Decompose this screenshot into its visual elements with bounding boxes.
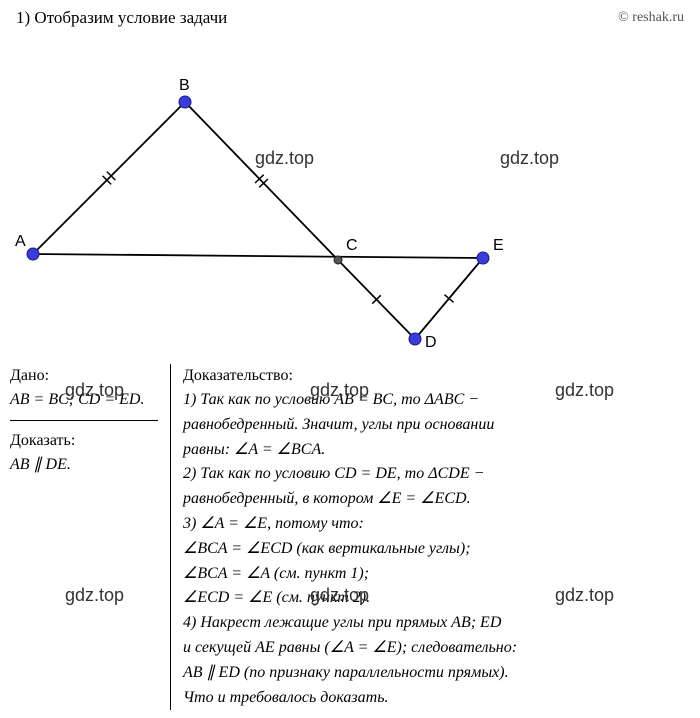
proof-line: ∠BCA = ∠ECD (как вертикальные углы); bbox=[183, 537, 690, 562]
given-content: AB = BC; CD = ED. bbox=[10, 388, 158, 412]
page-title: 1) Отобразим условие задачи bbox=[16, 8, 227, 28]
svg-text:B: B bbox=[179, 77, 190, 94]
proof-line: AB ∥ ED (по признаку параллельности прям… bbox=[183, 661, 690, 686]
prove-block: Доказать: AB ∥ DE. bbox=[10, 420, 158, 477]
left-column: Дано: AB = BC; CD = ED. Доказать: AB ∥ D… bbox=[10, 364, 170, 710]
prove-content: AB ∥ DE. bbox=[10, 453, 158, 477]
svg-text:D: D bbox=[425, 334, 437, 351]
prove-label: Доказать: bbox=[10, 429, 158, 453]
proof-line: ∠BCA = ∠A (см. пункт 1); bbox=[183, 562, 690, 587]
proof-line: и секущей AE равны (∠A = ∠E); следовател… bbox=[183, 636, 690, 661]
svg-text:C: C bbox=[346, 237, 358, 254]
diagram-svg: A B C D E bbox=[0, 46, 700, 356]
given-label: Дано: bbox=[10, 364, 158, 388]
svg-text:E: E bbox=[493, 237, 504, 254]
proof-label: Доказательство: bbox=[183, 364, 690, 388]
given-block: Дано: AB = BC; CD = ED. bbox=[10, 364, 158, 420]
geometry-diagram: A B C D E bbox=[0, 46, 700, 356]
proof-line: ∠ECD = ∠E (см. пункт 2). bbox=[183, 586, 690, 611]
proof-section: Дано: AB = BC; CD = ED. Доказать: AB ∥ D… bbox=[0, 356, 700, 718]
proof-line: 3) ∠A = ∠E, потому что: bbox=[183, 512, 690, 537]
svg-text:A: A bbox=[15, 233, 26, 250]
proof-line: равнобедренный. Значит, углы при основан… bbox=[183, 413, 690, 438]
header-row: 1) Отобразим условие задачи © reshak.ru bbox=[0, 0, 700, 36]
proof-body: 1) Так как по условию AB = BC, то ΔABC −… bbox=[183, 388, 690, 710]
proof-line: 1) Так как по условию AB = BC, то ΔABC − bbox=[183, 388, 690, 413]
proof-line: Что и требовалось доказать. bbox=[183, 686, 690, 711]
proof-line: равны: ∠A = ∠BCA. bbox=[183, 438, 690, 463]
copyright-text: © reshak.ru bbox=[618, 10, 684, 26]
proof-line: равнобедренный, в котором ∠E = ∠ECD. bbox=[183, 487, 690, 512]
proof-line: 2) Так как по условию CD = DE, то ΔCDE − bbox=[183, 462, 690, 487]
proof-line: 4) Накрест лежащие углы при прямых AB; E… bbox=[183, 611, 690, 636]
right-column: Доказательство: 1) Так как по условию AB… bbox=[170, 364, 690, 710]
